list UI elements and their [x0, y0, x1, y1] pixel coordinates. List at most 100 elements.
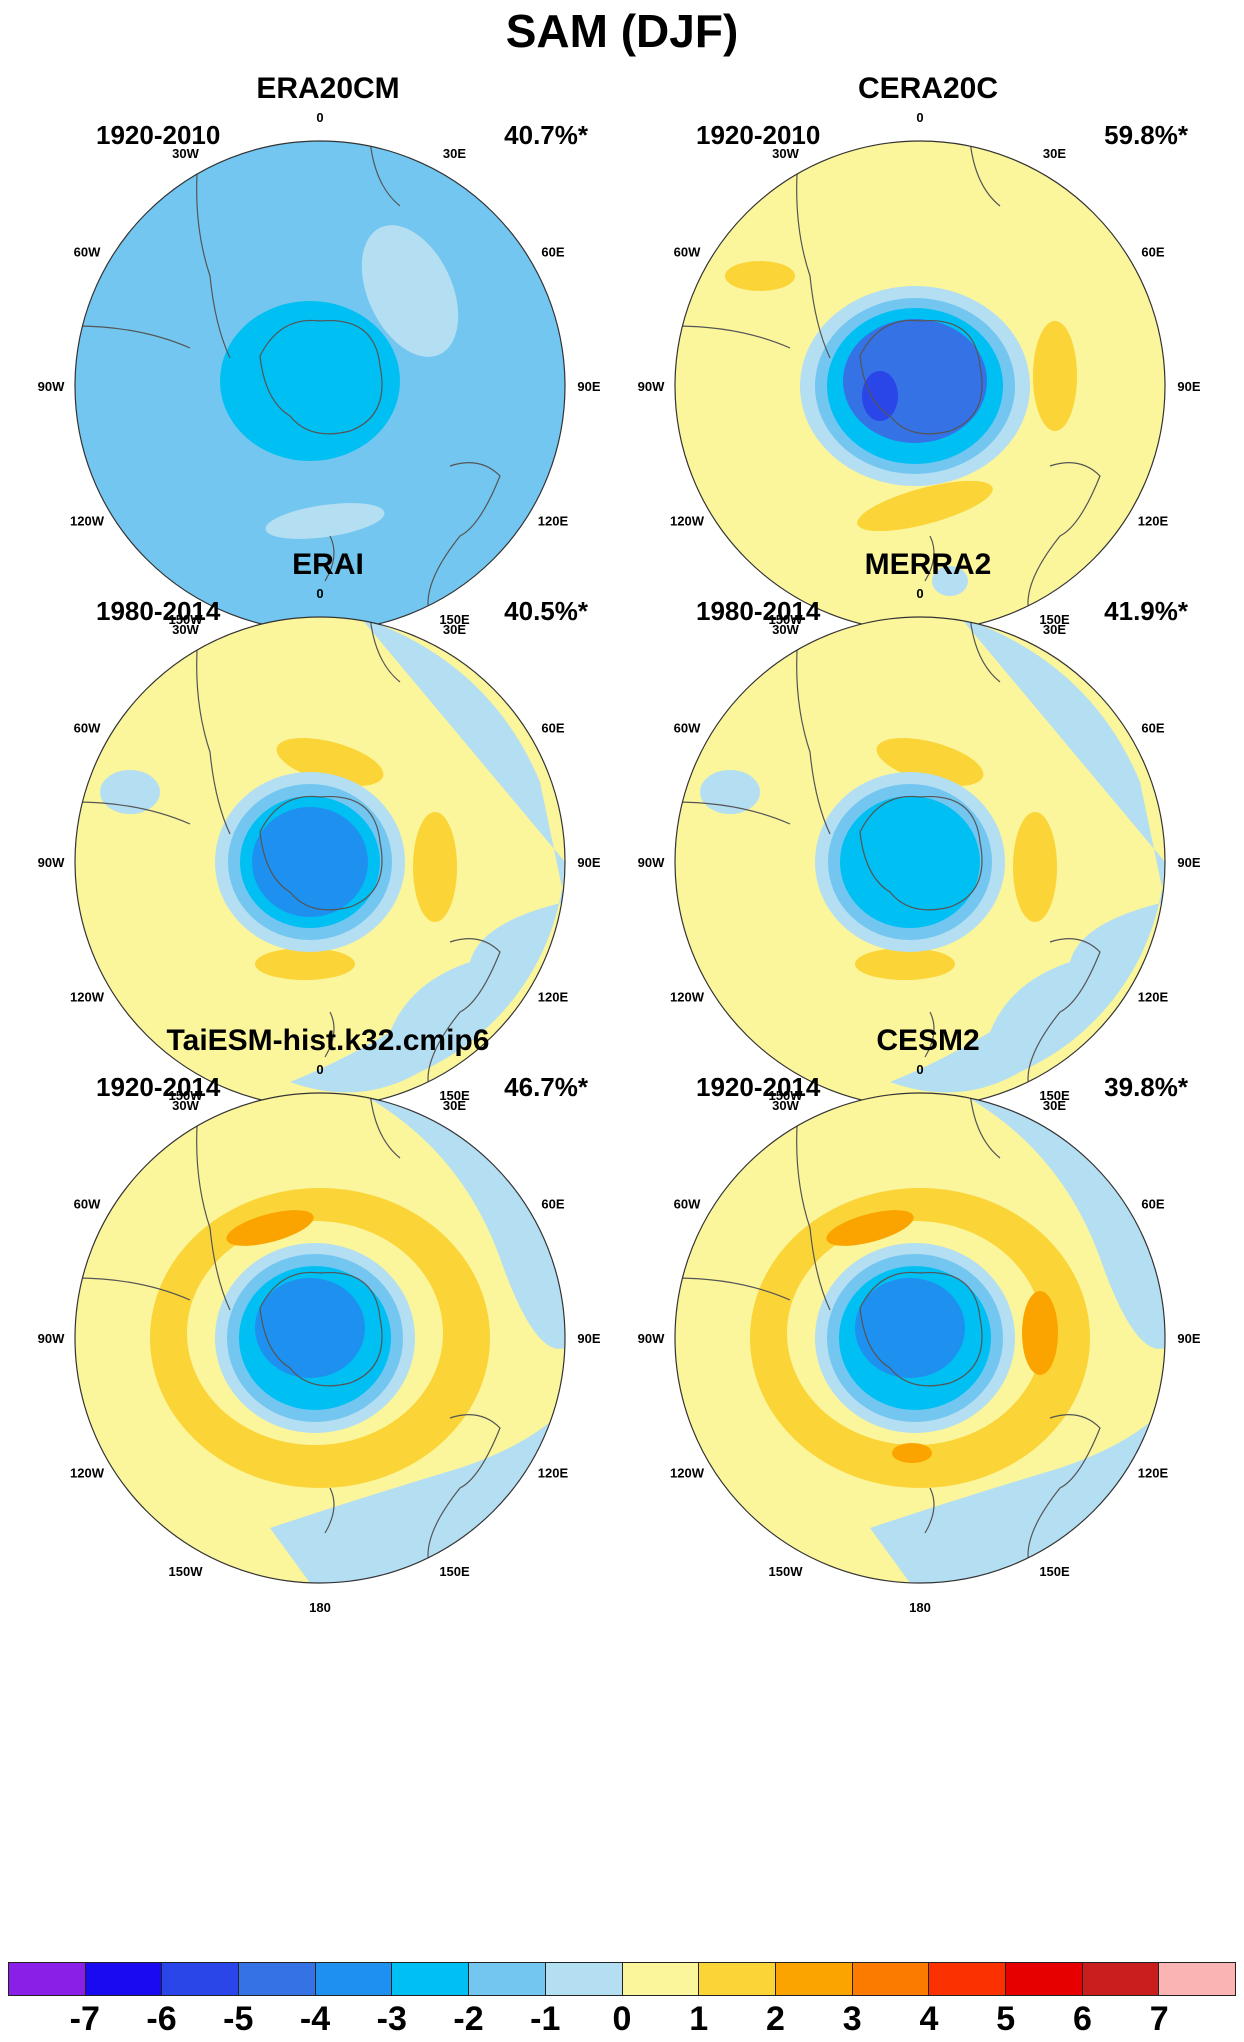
longitude-label: 120E [538, 1466, 569, 1481]
longitude-label: 150E [439, 1088, 470, 1103]
longitude-label: 150E [1039, 1088, 1070, 1103]
colorbar-label: -4 [299, 2000, 331, 2038]
coastline [859, 1271, 983, 1387]
longitude-label: 150E [1039, 1564, 1070, 1579]
coastline [969, 1093, 1001, 1159]
longitude-label: 150W [769, 1088, 804, 1103]
colorbar-label: -3 [376, 2000, 407, 2038]
longitude-label: 90W [38, 1331, 65, 1346]
panel-title: CESM2 [876, 1024, 980, 1057]
map-panel: 0 30E 60E 90E 120E 150E 180 150W 120W 90W 60W 30W CE… [628, 1024, 1228, 1644]
anomaly-center [852, 807, 968, 917]
coastline [196, 617, 231, 835]
longitude-label: 0 [916, 586, 923, 601]
coastline [75, 325, 191, 349]
longitude-label: 120W [670, 514, 705, 529]
longitude-label: 60E [1141, 1197, 1164, 1212]
anomaly-patch [870, 1418, 1155, 1583]
colorbar-label: -7 [69, 2000, 100, 2038]
anomaly-patch [226, 1210, 314, 1246]
colorbar-swatch [775, 1963, 853, 1995]
map-panel: 030E60E90E120E150E180150W120W90W60W30WER… [28, 548, 628, 1168]
coastline [427, 1414, 501, 1569]
anomaly-patch [1022, 1291, 1058, 1375]
colorbar-label: 3 [842, 2000, 862, 2038]
longitude-label: 60E [541, 721, 564, 736]
longitude-label: 30E [443, 146, 466, 161]
coastline [259, 319, 383, 435]
coastline [324, 535, 335, 582]
anomaly-center [255, 1278, 365, 1378]
anomaly-center [220, 301, 400, 461]
longitude-label: 120E [538, 990, 569, 1005]
colorbar-swatch [1159, 1963, 1235, 1995]
anomaly-patch [857, 480, 993, 532]
coastline [796, 141, 831, 359]
anomaly-patch [892, 1443, 932, 1463]
longitude-label: 150W [169, 1088, 204, 1103]
colorbar-labels: -7 -6 -5 -4 -3 -2 -1 0 1 2 3 4 5 6 7 [0, 2000, 1244, 2042]
colorbar-swatch [622, 1963, 700, 1995]
longitude-label: 30W [772, 622, 799, 637]
longitude-label: 120E [1138, 1466, 1169, 1481]
coastline [369, 1093, 401, 1159]
colorbar-swatch [239, 1963, 316, 1995]
panel-variance: 40.5%* [504, 596, 588, 626]
anomaly-patch [1013, 812, 1057, 922]
longitude-label: 150E [1039, 612, 1070, 627]
coastline [924, 1487, 935, 1534]
coastline [1027, 462, 1101, 617]
coastline [675, 1277, 791, 1301]
longitude-label: 150W [769, 1564, 804, 1579]
anomaly-patch [826, 1210, 914, 1246]
colorbar-label: 5 [996, 2000, 1016, 2038]
anomaly-center [862, 371, 898, 421]
anomaly-patch [265, 503, 385, 539]
anomaly-patch [255, 948, 355, 980]
longitude-label: 90E [1177, 1331, 1200, 1346]
longitude-label: 90W [38, 855, 65, 870]
map-panel: 0 30E 60E 90E 120E 150E 180 150W 120W 90W 60W 30W Ta… [28, 1024, 628, 1644]
longitude-label: 30E [443, 622, 466, 637]
coastline [924, 535, 935, 582]
longitude-label: 150W [169, 1564, 204, 1579]
panel-title: MERRA2 [864, 548, 992, 581]
coastline [1027, 938, 1101, 1093]
longitude-label: 120E [1138, 990, 1169, 1005]
panel-period: 1920-2014 [696, 1072, 821, 1102]
longitude-label: 120W [670, 990, 705, 1005]
longitude-label: 30W [772, 146, 799, 161]
coastline [75, 1277, 191, 1301]
panel-period: 1980-2014 [696, 596, 821, 626]
longitude-label: 30W [772, 1098, 799, 1113]
panel-variance: 41.9%* [1104, 596, 1188, 626]
figure-title: SAM (DJF) [505, 5, 739, 57]
panel-title: TaiESM-hist.k32.cmip6 [166, 1024, 490, 1057]
panel-title: ERA20CM [256, 72, 400, 105]
colorbar-label: -1 [530, 2000, 561, 2038]
anomaly-patch [290, 617, 565, 1093]
longitude-label: 30W [172, 146, 199, 161]
colorbar-label: -5 [223, 2000, 254, 2038]
anomaly-patch [1033, 321, 1077, 431]
longitude-label: 0 [316, 1062, 323, 1077]
longitude-label: 90W [638, 379, 665, 394]
anomaly-center [855, 1278, 965, 1378]
coastline [369, 141, 401, 207]
anomaly-patch [360, 1093, 565, 1349]
panel-variance: 59.8%* [1104, 120, 1188, 150]
panel-period: 1980-2014 [96, 596, 221, 626]
longitude-label: 60W [74, 1197, 101, 1212]
anomaly-patch [100, 770, 160, 814]
panel-title: ERAI [292, 548, 364, 581]
colorbar-swatch [392, 1963, 470, 1995]
longitude-label: 30E [1043, 622, 1066, 637]
colorbar-swatch [1005, 1963, 1083, 1995]
longitude-label: 30E [1043, 1098, 1066, 1113]
anomaly-patch [890, 617, 1165, 1093]
coastline [196, 1093, 231, 1311]
coastline [324, 1011, 335, 1058]
colorbar-swatch [1082, 1963, 1160, 1995]
longitude-label: 90W [638, 1331, 665, 1346]
